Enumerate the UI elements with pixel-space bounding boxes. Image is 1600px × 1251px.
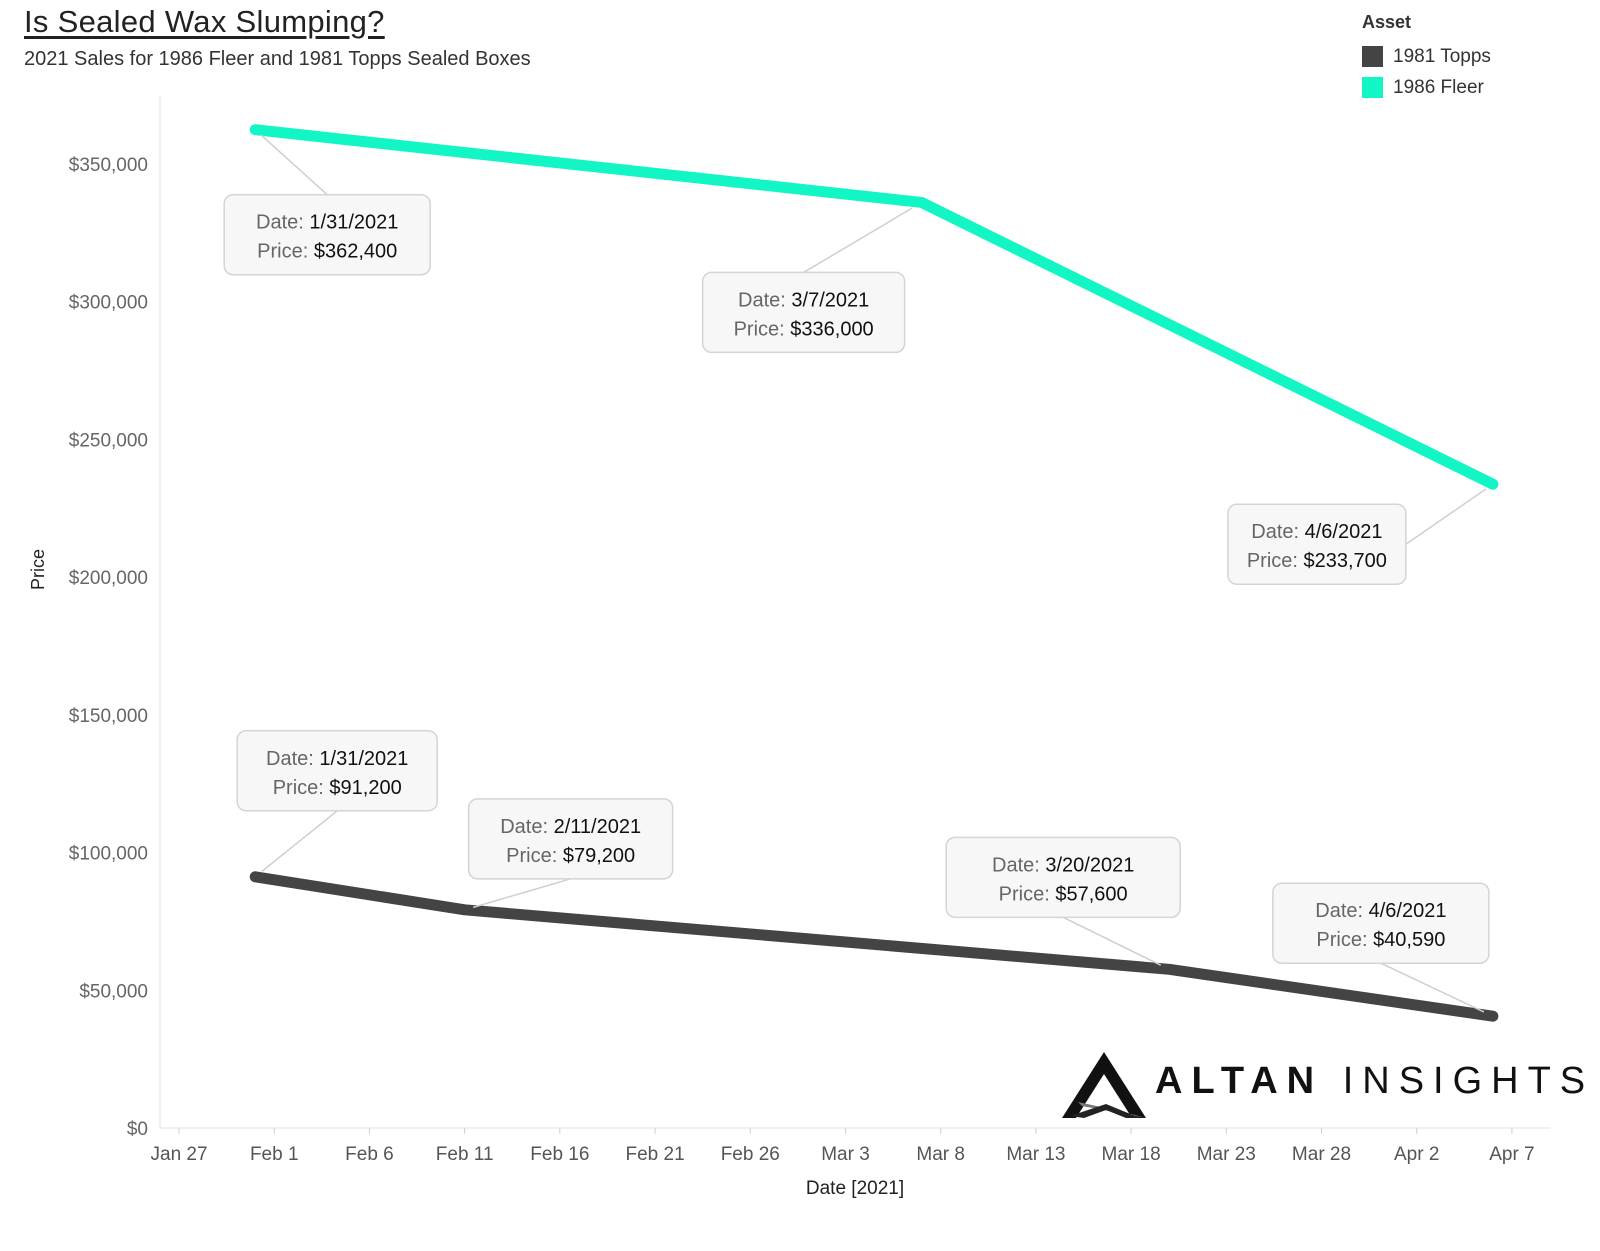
annotation-date: Date: 1/31/2021 — [266, 748, 408, 770]
legend-item-1986-fleer[interactable]: 1986 Fleer — [1362, 72, 1491, 103]
y-tick-label: $50,000 — [79, 981, 148, 1002]
annotation-connector — [1380, 962, 1485, 1013]
annotation-connector — [261, 810, 338, 873]
y-tick-label: $300,000 — [69, 293, 148, 314]
annotation-date: Date: 1/31/2021 — [256, 212, 398, 234]
x-tick-label: Mar 13 — [1006, 1144, 1065, 1165]
annotation-price: Price: $91,200 — [273, 777, 402, 799]
annotation-connector — [472, 878, 571, 909]
x-tick-label: Feb 16 — [530, 1144, 589, 1165]
legend-swatch-1981-topps — [1362, 46, 1383, 67]
x-tick-label: Mar 28 — [1292, 1144, 1351, 1165]
y-tick-label: $100,000 — [69, 844, 148, 865]
x-tick-label: Apr 7 — [1489, 1144, 1534, 1165]
annotation-date: Date: 4/6/2021 — [1315, 900, 1446, 922]
legend-title: Asset — [1362, 12, 1412, 32]
y-tick-label: $250,000 — [69, 430, 148, 451]
annotation-date: Date: 4/6/2021 — [1251, 521, 1382, 543]
x-tick-label: Apr 2 — [1394, 1144, 1439, 1165]
annotation-connector — [260, 134, 328, 196]
x-tick-label: Jan 27 — [151, 1144, 208, 1165]
annotation-box — [945, 836, 1181, 919]
y-tick-label: $150,000 — [69, 706, 148, 727]
annotation-box — [701, 271, 906, 354]
x-tick-label: Feb 1 — [250, 1144, 299, 1165]
legend-label-1981-topps: 1981 Topps — [1393, 45, 1491, 67]
annotation-price: Price: $362,400 — [257, 241, 397, 263]
x-tick-label: Feb 6 — [345, 1144, 394, 1165]
x-tick-label: Mar 3 — [821, 1144, 870, 1165]
legend-item-1981-topps[interactable]: 1981 Topps — [1362, 41, 1491, 72]
annotation-connector — [1405, 488, 1487, 545]
annotation-price: Price: $336,000 — [734, 318, 874, 340]
annotation-date: Date: 3/7/2021 — [738, 289, 869, 311]
x-tick-label: Mar 23 — [1197, 1144, 1256, 1165]
annotation-box — [223, 193, 431, 276]
x-axis-label: Date [2021] — [805, 1178, 905, 1199]
x-tick-label: Feb 26 — [721, 1144, 780, 1165]
altan-logo-icon — [1062, 1052, 1146, 1118]
legend: Asset 1981 Topps 1986 Fleer — [1362, 12, 1491, 103]
series-line-1986-fleer — [249, 124, 1499, 490]
annotation-box — [467, 798, 674, 880]
annotation-price: Price: $57,600 — [999, 883, 1128, 905]
annotation-connector — [803, 207, 913, 274]
annotation-price: Price: $233,700 — [1247, 550, 1387, 572]
legend-label-1986-fleer: 1986 Fleer — [1393, 76, 1484, 98]
altan-logo-text: ALTAN INSIGHTS — [1155, 1060, 1594, 1103]
annotation-box — [1272, 882, 1490, 964]
x-tick-label: Mar 18 — [1102, 1144, 1161, 1165]
y-tick-label: $0 — [127, 1119, 148, 1140]
annotation-date: Date: 3/20/2021 — [992, 854, 1134, 876]
annotation-box — [1227, 503, 1407, 585]
x-tick-label: Feb 21 — [625, 1144, 684, 1165]
chart-title: Is Sealed Wax Slumping? — [24, 4, 385, 39]
annotation-box — [236, 730, 438, 812]
chart-subtitle: 2021 Sales for 1986 Fleer and 1981 Topps… — [24, 48, 531, 70]
y-axis-label: Price — [28, 548, 48, 590]
annotation-price: Price: $40,590 — [1316, 929, 1445, 951]
series-line-1981-topps — [249, 871, 1499, 1022]
x-tick-label: Mar 8 — [916, 1144, 965, 1165]
logo-word-insights: INSIGHTS — [1342, 1060, 1595, 1102]
y-tick-label: $350,000 — [69, 155, 148, 176]
annotation-connector — [1062, 916, 1162, 966]
legend-swatch-1986-fleer — [1362, 77, 1383, 98]
x-tick-label: Feb 11 — [436, 1144, 494, 1165]
logo-word-altan: ALTAN — [1155, 1060, 1324, 1102]
annotation-price: Price: $79,200 — [506, 845, 635, 867]
y-tick-label: $200,000 — [69, 568, 148, 589]
annotation-date: Date: 2/11/2021 — [500, 816, 641, 838]
